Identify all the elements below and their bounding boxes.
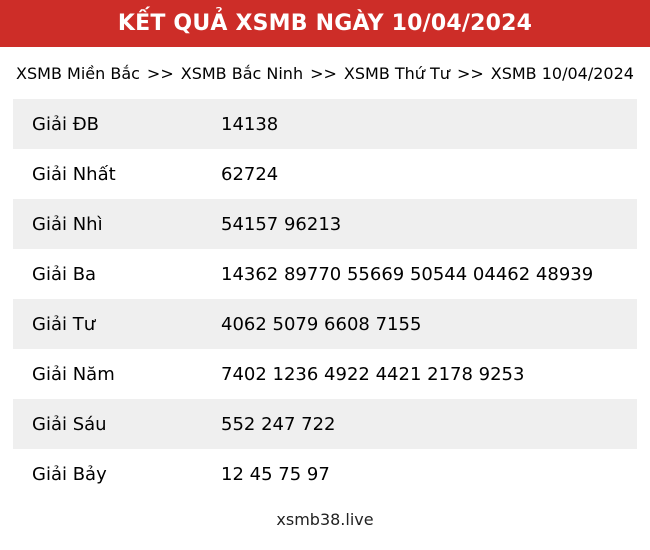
prize-numbers: 54157 96213 xyxy=(221,213,342,235)
table-row-giai-nam: Giải Năm 7402 1236 4922 4421 2178 9253 xyxy=(13,349,637,399)
table-row-giai-db: Giải ĐB 14138 xyxy=(13,99,637,149)
breadcrumb: XSMB Miền Bắc >> XSMB Bắc Ninh >> XSMB T… xyxy=(0,47,650,99)
breadcrumb-separator: >> xyxy=(146,63,174,83)
table-row-giai-tu: Giải Tư 4062 5079 6608 7155 xyxy=(13,299,637,349)
prize-label: Giải ĐB xyxy=(32,113,99,135)
prize-label: Giải Nhì xyxy=(32,213,103,235)
prize-numbers: 4062 5079 6608 7155 xyxy=(221,313,422,335)
site-link[interactable]: xsmb38.live xyxy=(276,510,374,529)
prize-numbers: 7402 1236 4922 4421 2178 9253 xyxy=(221,363,525,385)
breadcrumb-item-mien-bac[interactable]: XSMB Miền Bắc xyxy=(16,63,140,83)
prize-numbers: 12 45 75 97 xyxy=(221,463,330,485)
prize-label: Giải Nhất xyxy=(32,163,116,185)
results-table: Giải ĐB 14138 Giải Nhất 62724 Giải Nhì 5… xyxy=(13,99,637,499)
table-row-giai-ba: Giải Ba 14362 89770 55669 50544 04462 48… xyxy=(13,249,637,299)
prize-label: Giải Ba xyxy=(32,263,97,285)
table-row-giai-bay: Giải Bảy 12 45 75 97 xyxy=(13,449,637,499)
prize-label: Giải Năm xyxy=(32,363,115,385)
breadcrumb-separator: >> xyxy=(310,63,337,83)
prize-numbers: 62724 xyxy=(221,163,279,185)
breadcrumb-item-bac-ninh[interactable]: XSMB Bắc Ninh xyxy=(180,63,304,83)
table-row-giai-nhat: Giải Nhất 62724 xyxy=(13,149,637,199)
table-row-giai-nhi: Giải Nhì 54157 96213 xyxy=(13,199,637,249)
page-header: KẾT QUẢ XSMB NGÀY 10/04/2024 xyxy=(0,0,650,47)
prize-numbers: 14138 xyxy=(221,113,279,135)
prize-numbers: 552 247 722 xyxy=(221,413,336,435)
prize-label: Giải Tư xyxy=(32,313,96,335)
prize-label: Giải Bảy xyxy=(32,463,107,485)
page-title: KẾT QUẢ XSMB NGÀY 10/04/2024 xyxy=(117,11,533,36)
prize-numbers: 14362 89770 55669 50544 04462 48939 xyxy=(221,263,594,285)
breadcrumb-item-thu-tu[interactable]: XSMB Thứ Tư xyxy=(343,63,450,83)
prize-label: Giải Sáu xyxy=(32,413,107,435)
breadcrumb-item-date[interactable]: XSMB 10/04/2024 xyxy=(490,63,634,83)
breadcrumb-separator: >> xyxy=(456,63,484,83)
table-row-giai-sau: Giải Sáu 552 247 722 xyxy=(13,399,637,449)
page-footer: xsmb38.live xyxy=(0,510,650,529)
